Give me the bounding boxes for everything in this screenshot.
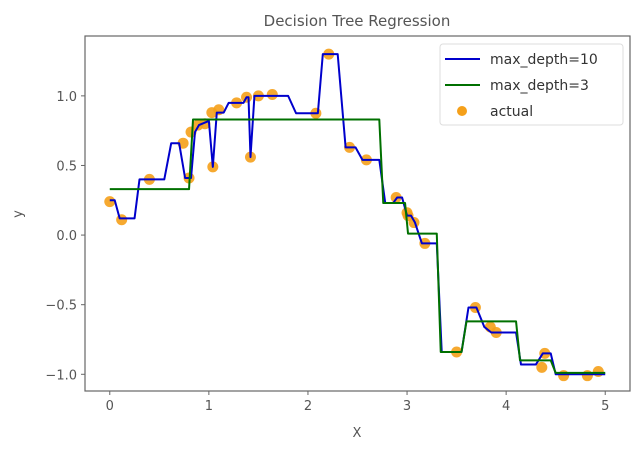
y-tick-label: −0.5 [45, 299, 77, 314]
legend-box [439, 43, 624, 126]
data-point-actual [116, 214, 128, 226]
chart-title: Decision Tree Regression [264, 12, 451, 30]
x-axis-label: X [353, 426, 362, 441]
data-point-actual [581, 370, 593, 382]
data-point-actual [536, 361, 548, 373]
axes-frame [84, 35, 631, 392]
y-axis-label: y [11, 210, 26, 218]
legend: max_depth=10 max_depth=3 actual [439, 43, 624, 126]
ticks: 0 1 2 3 4 5 1.0 0.5 0.0 −0.5 −1.0 [45, 90, 609, 414]
data-point-actual [266, 88, 278, 100]
y-tick-label: 0.5 [56, 159, 77, 174]
y-tick-label: 0.0 [56, 229, 77, 244]
data-point-actual [213, 104, 225, 116]
legend-label-actual: actual [490, 104, 533, 120]
series-line-max-depth-3 [109, 118, 606, 374]
x-tick-label: 5 [601, 399, 609, 414]
legend-label-depth10: max_depth=10 [490, 52, 598, 68]
x-tick-label: 4 [502, 399, 510, 414]
legend-label-depth3: max_depth=3 [490, 78, 589, 94]
plot-area [104, 48, 606, 382]
y-tick-label: −1.0 [45, 368, 77, 383]
data-point-actual [558, 370, 570, 382]
x-tick-label: 2 [304, 399, 312, 414]
legend-marker-actual [457, 106, 467, 116]
data-point-actual [104, 196, 116, 208]
x-tick-label: 0 [106, 399, 114, 414]
data-point-actual [592, 366, 604, 378]
x-tick-label: 1 [205, 399, 213, 414]
y-tick-label: 1.0 [56, 90, 77, 105]
x-tick-label: 3 [403, 399, 411, 414]
